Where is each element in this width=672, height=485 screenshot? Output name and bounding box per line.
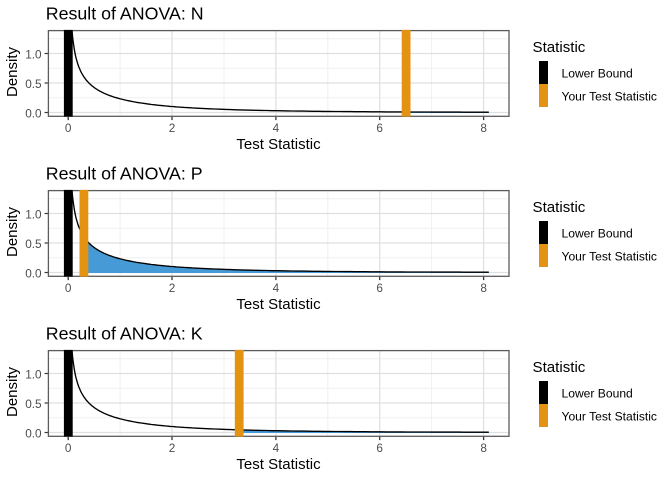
svg-text:6: 6 xyxy=(376,281,383,295)
svg-text:Your Test Statistic: Your Test Statistic xyxy=(562,409,657,423)
svg-text:0: 0 xyxy=(65,281,72,295)
svg-text:2: 2 xyxy=(169,121,176,135)
svg-text:Lower Bound: Lower Bound xyxy=(562,386,633,400)
svg-text:0.0: 0.0 xyxy=(25,107,42,121)
svg-text:2: 2 xyxy=(169,281,176,295)
svg-text:Result of ANOVA: P: Result of ANOVA: P xyxy=(46,164,203,184)
svg-text:Statistic: Statistic xyxy=(533,39,586,56)
svg-text:Your Test Statistic: Your Test Statistic xyxy=(562,89,657,103)
svg-text:Result of ANOVA: N: Result of ANOVA: N xyxy=(46,4,204,24)
svg-text:0.5: 0.5 xyxy=(25,77,42,91)
svg-text:8: 8 xyxy=(480,281,487,295)
svg-text:Your Test Statistic: Your Test Statistic xyxy=(562,249,657,263)
svg-text:Lower Bound: Lower Bound xyxy=(562,226,633,240)
svg-text:8: 8 xyxy=(480,121,487,135)
svg-text:2: 2 xyxy=(169,441,176,455)
svg-text:0: 0 xyxy=(65,121,72,135)
svg-text:1.0: 1.0 xyxy=(25,48,42,62)
svg-text:Result of ANOVA: K: Result of ANOVA: K xyxy=(46,324,203,344)
svg-text:6: 6 xyxy=(376,441,383,455)
svg-text:Test Statistic: Test Statistic xyxy=(236,136,321,153)
svg-text:Density: Density xyxy=(4,366,21,417)
svg-text:0.0: 0.0 xyxy=(25,427,42,441)
svg-text:Lower Bound: Lower Bound xyxy=(562,66,633,80)
svg-text:1.0: 1.0 xyxy=(25,368,42,382)
svg-text:0.5: 0.5 xyxy=(25,237,42,251)
svg-text:Test Statistic: Test Statistic xyxy=(236,296,321,313)
svg-text:4: 4 xyxy=(273,281,280,295)
svg-text:Density: Density xyxy=(4,46,21,97)
svg-text:0.0: 0.0 xyxy=(25,267,42,281)
svg-text:Statistic: Statistic xyxy=(533,199,586,216)
svg-text:Statistic: Statistic xyxy=(533,359,586,376)
svg-text:1.0: 1.0 xyxy=(25,208,42,222)
svg-text:0: 0 xyxy=(65,441,72,455)
svg-text:8: 8 xyxy=(480,441,487,455)
svg-text:0.5: 0.5 xyxy=(25,397,42,411)
svg-text:6: 6 xyxy=(376,121,383,135)
svg-text:4: 4 xyxy=(273,121,280,135)
svg-text:Density: Density xyxy=(4,206,21,257)
svg-text:4: 4 xyxy=(273,441,280,455)
svg-text:Test Statistic: Test Statistic xyxy=(236,456,321,473)
